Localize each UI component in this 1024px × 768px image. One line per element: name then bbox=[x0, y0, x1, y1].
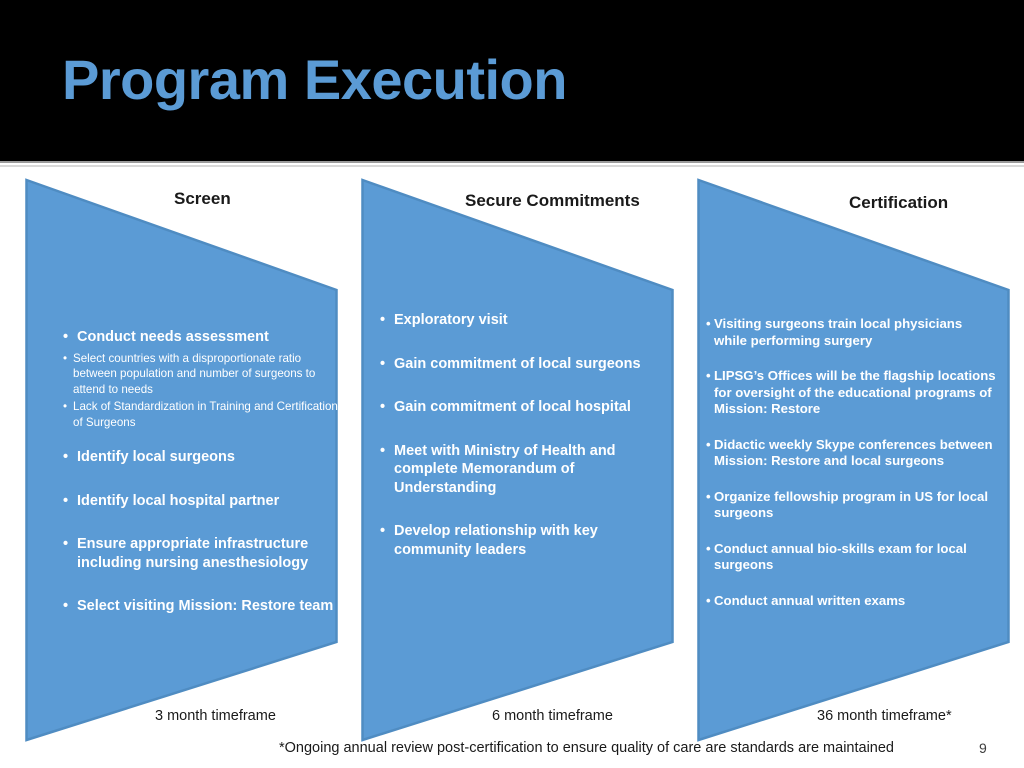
list-item: • Exploratory visit bbox=[380, 311, 660, 330]
column-header-screen: Screen bbox=[174, 189, 231, 208]
column-header-certification: Certification bbox=[849, 193, 949, 212]
list-item: • Organize fellowship program in US for … bbox=[706, 489, 998, 522]
list-item: • Ensure appropriate infrastructure incl… bbox=[63, 535, 339, 572]
bullet-dot-icon: • bbox=[380, 399, 386, 415]
chevron-shape-screen bbox=[25, 176, 338, 742]
list-item: • Conduct annual written exams bbox=[706, 593, 998, 610]
bullet-dot-icon: • bbox=[63, 329, 69, 345]
bullet-dot-icon: • bbox=[63, 449, 69, 465]
list-item-label: Identify local hospital partner bbox=[77, 492, 280, 509]
timeframe-label-screen: 3 month timeframe bbox=[155, 708, 276, 724]
list-item-label: Select visiting Mission: Restore team bbox=[77, 598, 334, 614]
page-title: Program Execution bbox=[62, 48, 567, 111]
bullet-dot-icon: • bbox=[63, 351, 68, 365]
chevron-shape-secure-commitments bbox=[361, 176, 674, 742]
list-item: • Visiting surgeons train local physicia… bbox=[706, 316, 998, 349]
list-item-label: Visiting surgeons train local physicians… bbox=[714, 316, 963, 348]
process-column-screen[interactable]: Screen • Conduct needs assessment • Sele… bbox=[25, 176, 338, 742]
timeframe-label-secure-commitments: 6 month timeframe bbox=[492, 708, 613, 724]
list-item: • Conduct annual bio-skills exam for loc… bbox=[706, 541, 998, 574]
title-band bbox=[0, 0, 1024, 161]
bullet-dot-icon: • bbox=[63, 598, 69, 614]
column-header-secure-commitments: Secure Commitments bbox=[465, 191, 640, 210]
process-column-certification[interactable]: Certification • Visiting surgeons train … bbox=[697, 176, 1010, 742]
list-item: • Identify local hospital partner bbox=[63, 492, 339, 511]
list-item-label: Conduct needs assessment bbox=[77, 329, 269, 345]
title-divider-dark bbox=[0, 161, 1024, 163]
bullet-dot-icon: • bbox=[63, 536, 69, 552]
list-item: • Select countries with a disproportiona… bbox=[63, 351, 339, 398]
list-item: • Meet with Ministry of Health and compl… bbox=[380, 442, 660, 498]
bullet-list-certification: • Visiting surgeons train local physicia… bbox=[706, 316, 998, 623]
footnote-text: *Ongoing annual review post-certificatio… bbox=[279, 740, 894, 756]
list-item-label: Conduct annual written exams bbox=[714, 592, 906, 608]
bullet-dot-icon: • bbox=[706, 368, 711, 383]
list-item: • Develop relationship with key communit… bbox=[380, 522, 660, 559]
sub-bullet-group: • Select countries with a disproportiona… bbox=[63, 351, 339, 431]
list-item: • Lack of Standardization in Training an… bbox=[63, 399, 339, 430]
bullet-dot-icon: • bbox=[706, 592, 711, 608]
bullet-dot-icon: • bbox=[706, 316, 711, 331]
list-item: • Gain commitment of local hospital bbox=[380, 398, 660, 417]
list-item-label: Organize fellowship program in US for lo… bbox=[714, 488, 989, 521]
bullet-dot-icon: • bbox=[706, 540, 711, 556]
bullet-dot-icon: • bbox=[380, 312, 386, 328]
bullet-list-screen: • Conduct needs assessment • Select coun… bbox=[63, 328, 339, 630]
list-item: • Didactic weekly Skype conferences betw… bbox=[706, 437, 998, 470]
bullet-dot-icon: • bbox=[380, 355, 386, 372]
bullet-dot-icon: • bbox=[706, 436, 711, 452]
list-item-label: Gain commitment of local hospital bbox=[394, 399, 631, 415]
list-item: • Identify local surgeons bbox=[63, 448, 339, 467]
list-item-label: Develop relationship with key community … bbox=[394, 523, 598, 558]
list-item: • LIPSG’s Offices will be the flagship l… bbox=[706, 368, 998, 418]
bullet-dot-icon: • bbox=[63, 492, 69, 509]
bullet-list-secure-commitments: • Exploratory visit • Gain commitment of… bbox=[380, 311, 660, 573]
list-item-label: Identify local surgeons bbox=[77, 449, 235, 465]
bullet-dot-icon: • bbox=[380, 523, 386, 539]
list-item-label: LIPSG’s Offices will be the flagship loc… bbox=[714, 368, 996, 416]
chevron-shape-certification bbox=[697, 176, 1010, 742]
bullet-dot-icon: • bbox=[706, 488, 711, 504]
list-item-label: Meet with Ministry of Health and complet… bbox=[394, 442, 616, 496]
bullet-dot-icon: • bbox=[63, 400, 68, 413]
list-item: • Select visiting Mission: Restore team bbox=[63, 597, 339, 616]
slide-number: 9 bbox=[979, 740, 987, 756]
list-item-label: Exploratory visit bbox=[394, 312, 508, 328]
timeframe-label-certification: 36 month timeframe* bbox=[817, 708, 952, 724]
list-item-label: Lack of Standardization in Training and … bbox=[73, 400, 338, 429]
process-column-secure-commitments[interactable]: Secure Commitments • Exploratory visit •… bbox=[361, 176, 674, 742]
list-item-label: Conduct annual bio-skills exam for local… bbox=[714, 540, 967, 573]
list-item: • Gain commitment of local surgeons bbox=[380, 355, 660, 374]
list-item-label: Gain commitment of local surgeons bbox=[394, 355, 641, 372]
list-item-label: Ensure appropriate infrastructure includ… bbox=[77, 536, 309, 571]
list-item-label: Select countries with a disproportionate… bbox=[73, 351, 316, 396]
list-item: • Conduct needs assessment bbox=[63, 328, 339, 347]
list-item-label: Didactic weekly Skype conferences betwee… bbox=[714, 436, 993, 469]
title-divider-light bbox=[0, 165, 1024, 167]
bullet-dot-icon: • bbox=[380, 442, 386, 459]
